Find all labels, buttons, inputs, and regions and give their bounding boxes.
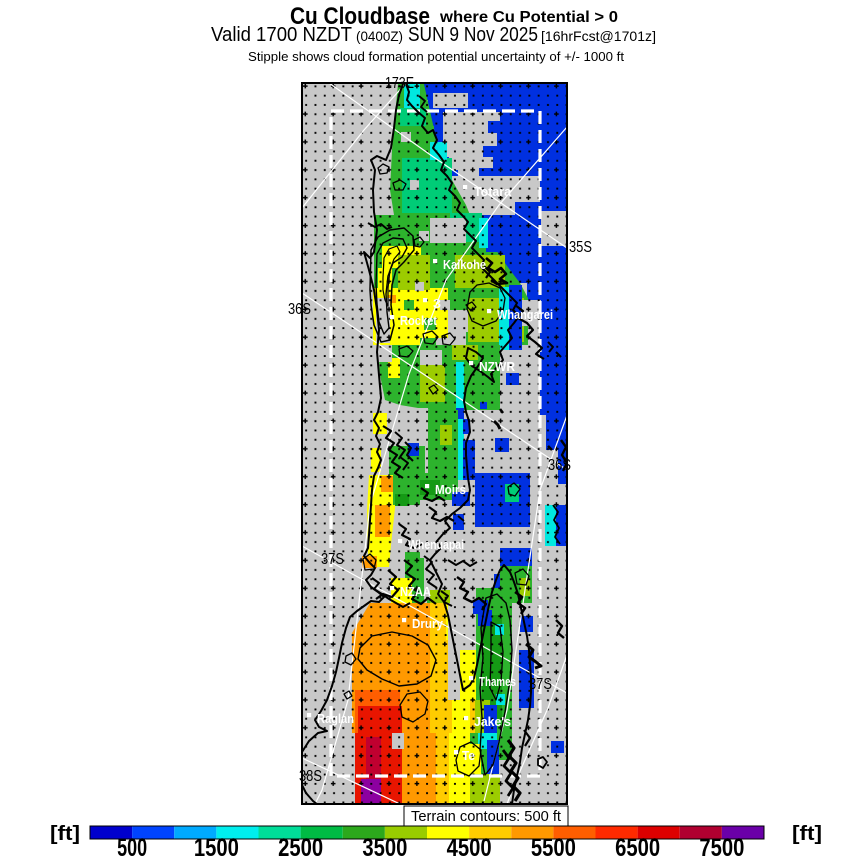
svg-text:[16hrFcst@1701z]: [16hrFcst@1701z] [541,28,656,44]
svg-text:Whenuapai: Whenuapai [408,537,464,552]
svg-text:36S: 36S [548,457,571,474]
svg-text:5500: 5500 [531,834,576,860]
svg-text:(0400Z): (0400Z) [356,28,403,44]
svg-text:[ft]: [ft] [50,822,80,845]
svg-text:37S: 37S [321,551,344,568]
svg-text:Drury: Drury [412,616,444,631]
svg-text:SUN 9 Nov 2025: SUN 9 Nov 2025 [408,24,538,46]
svg-text:1500: 1500 [194,834,239,860]
svg-text:NZWR: NZWR [479,359,516,374]
svg-text:37S: 37S [529,676,552,693]
svg-text:35S: 35S [569,239,592,256]
svg-text:[ft]: [ft] [792,822,822,845]
svg-text:2500: 2500 [278,834,323,860]
svg-text:6500: 6500 [615,834,660,860]
svg-text:500: 500 [117,834,147,860]
svg-text:Totara: Totara [474,184,512,199]
svg-text:Kaikohe: Kaikohe [443,257,486,272]
svg-text:NZAA: NZAA [400,584,432,599]
svg-text:Cu Cloudbase: Cu Cloudbase [290,3,430,30]
svg-text:Stipple shows cloud formation: Stipple shows cloud formation potential … [248,49,624,64]
svg-text:Rocket: Rocket [400,313,438,328]
svg-text:where Cu Potential > 0: where Cu Potential > 0 [439,9,618,26]
svg-text:Thames: Thames [479,674,516,689]
svg-text:173E: 173E [385,75,414,92]
svg-text:Jake's: Jake's [474,714,511,729]
svg-text:38S: 38S [299,768,322,785]
svg-text:Moirs: Moirs [435,482,466,497]
svg-text:3500: 3500 [362,834,407,860]
svg-text:4500: 4500 [447,834,492,860]
svg-text:Whangarei: Whangarei [497,307,553,322]
svg-text:Terrain contours: 500 ft: Terrain contours: 500 ft [411,809,561,825]
svg-text:Valid 1700 NZDT: Valid 1700 NZDT [211,24,352,46]
svg-text:36S: 36S [288,301,311,318]
svg-text:Raglan: Raglan [317,711,354,726]
svg-text:3: 3 [433,296,441,311]
svg-text:7500: 7500 [699,834,744,860]
svg-text:Te: Te [462,748,475,763]
